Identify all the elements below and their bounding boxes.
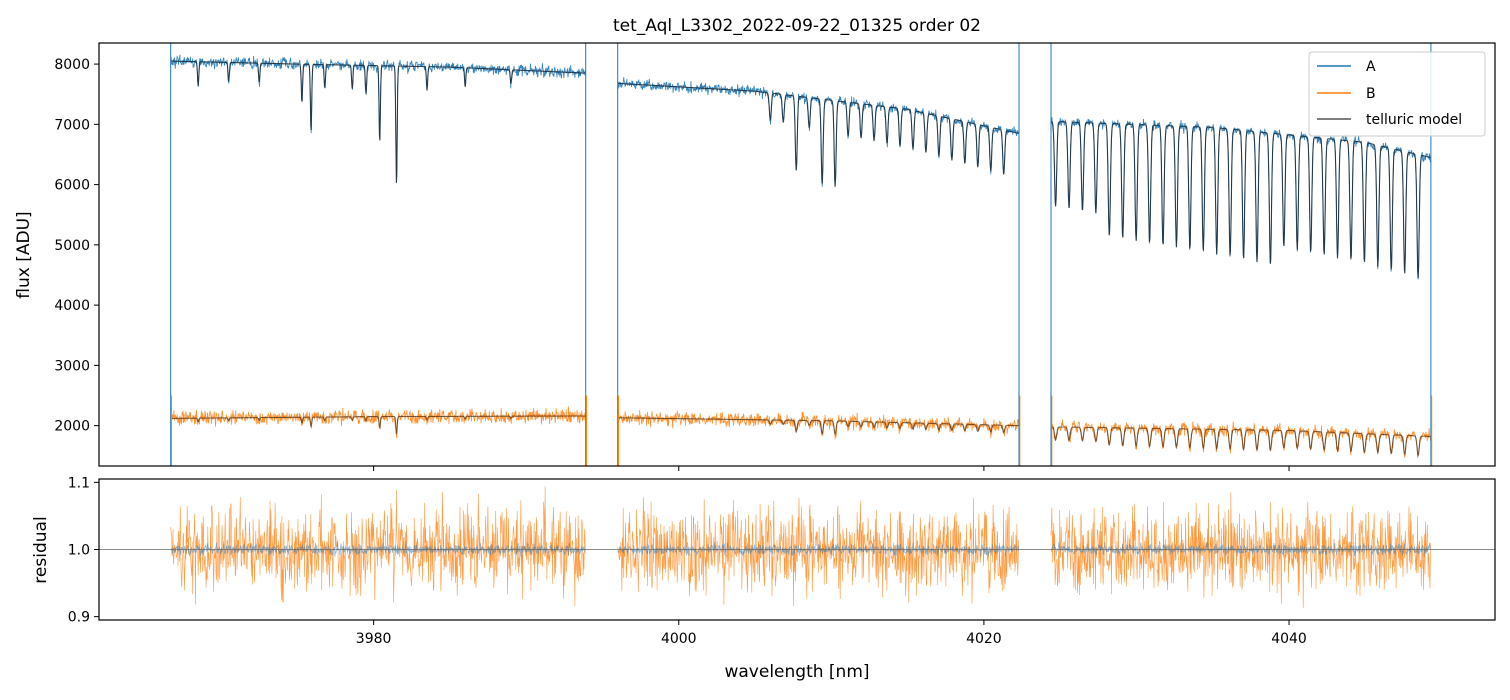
residual-b-segment-2: [1050, 492, 1431, 608]
bottom-y-tick-label: 1.1: [68, 475, 90, 491]
series-b-segment-1: [617, 410, 1020, 440]
residual-a-segment-0: [170, 541, 586, 558]
telluric-model-b-segment-2: [1051, 426, 1431, 457]
bottom-y-axis-label: residual: [31, 516, 51, 583]
x-tick-label: 4020: [966, 631, 1002, 647]
x-tick-label: 3980: [356, 631, 392, 647]
telluric-model-b-segment-1: [617, 417, 1019, 436]
legend: A B telluric model: [1308, 51, 1486, 137]
top-panel-frame: [98, 42, 1496, 467]
bottom-panel: [99, 486, 1495, 608]
top-y-tick-label: 4000: [54, 298, 90, 314]
bottom-y-tick-label: 1.0: [68, 543, 90, 559]
telluric-model-a-segment-2: [1050, 120, 1431, 279]
top-y-tick-label: 6000: [54, 178, 90, 194]
top-y-axis-label: flux [ADU]: [14, 211, 34, 298]
top-y-tick-label: 8000: [54, 57, 90, 73]
residual-b-segment-0: [170, 486, 586, 606]
x-tick-label: 4040: [1271, 631, 1307, 647]
residual-a-segment-1: [617, 542, 1020, 557]
axes: 2000 3000 4000 5000 6000 7000 8000 0.9 1.0 1.1 398…: [54, 57, 1306, 647]
series-b-segment-0: [170, 406, 586, 439]
legend-box: [1308, 51, 1486, 137]
telluric-model-b-segment-0: [170, 415, 586, 435]
top-y-tick-label: 5000: [54, 238, 90, 254]
series-a-segment-1: [617, 77, 1020, 187]
top-panel: [170, 43, 1433, 466]
top-y-tick-label: 7000: [54, 117, 90, 133]
telluric-model-a-segment-0: [170, 60, 586, 183]
telluric-model-a-segment-1: [617, 82, 1019, 187]
x-tick-label: 4000: [661, 631, 697, 647]
chart-title: tet_Aql_L3302_2022-09-22_01325 order 02: [613, 16, 981, 36]
x-axis-label: wavelength [nm]: [724, 662, 869, 682]
top-y-tick-label: 3000: [54, 358, 90, 374]
legend-label-telluric: telluric model: [1366, 112, 1462, 128]
top-y-tick-label: 2000: [54, 419, 90, 435]
legend-label-b: B: [1366, 86, 1376, 102]
bottom-y-tick-label: 0.9: [68, 610, 90, 626]
legend-label-a: A: [1366, 59, 1376, 75]
